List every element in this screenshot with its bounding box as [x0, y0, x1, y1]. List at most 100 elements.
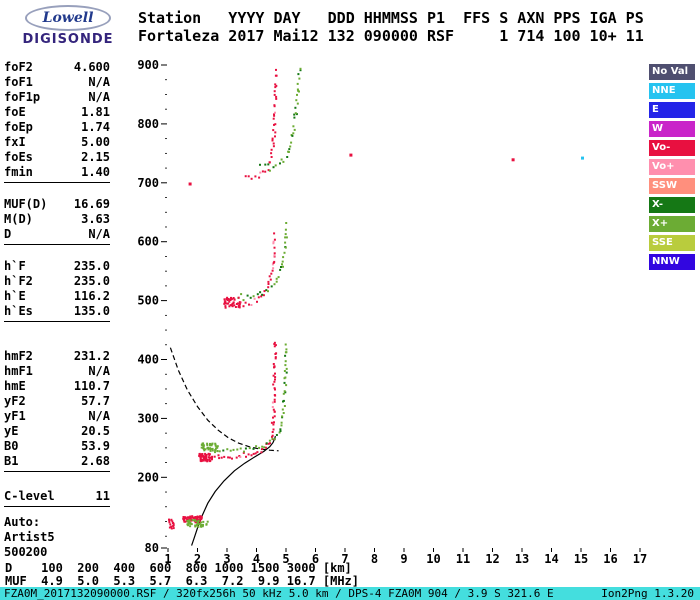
svg-text:2: 2 — [194, 552, 201, 566]
autoscaling-line: Artist5 — [4, 530, 55, 544]
param-label: MUF(D) — [4, 197, 48, 211]
legend-item-nne: NNE — [649, 83, 695, 99]
echo-classification-legend: No Val NNE E W Vo- Vo+ SSW X- X+ SSE NNW — [649, 64, 695, 273]
param-row: h`F 235.0 — [4, 259, 110, 274]
autoscaling-info: Auto: Artist5 500200 — [4, 515, 110, 560]
lowell-digisonde-logo: Lowell DIGISONDE — [8, 5, 128, 47]
param-row: fmin 1.40 — [4, 165, 110, 180]
param-value: N/A — [88, 364, 110, 378]
param-value: N/A — [88, 227, 110, 241]
svg-text:16: 16 — [603, 552, 617, 566]
param-label: B1 — [4, 454, 19, 468]
svg-text:6: 6 — [312, 552, 319, 566]
distance-row: D 100 200 400 600 800 1000 1500 3000 [km… — [5, 561, 352, 575]
status-program-version: Ion2Png 1.3.20 — [601, 587, 694, 600]
scaled-parameters-panel: foF2 4.600 foF1 N/A foF1p N/A foE 1.81 foEp 1.74 f… — [4, 60, 110, 560]
svg-text:500: 500 — [137, 294, 159, 308]
legend-item-x-: X+ — [649, 216, 695, 232]
param-label: h`Es — [4, 304, 33, 318]
param-value: 235.0 — [73, 259, 110, 273]
param-row: foF1 N/A — [4, 75, 110, 90]
param-label: M(D) — [4, 212, 33, 226]
param-label: foF2 — [4, 60, 33, 74]
header-field-values: Fortaleza 2017 Mai12 132 090000 RSF 1 71… — [138, 27, 644, 45]
legend-item-nnw: NNW — [649, 254, 695, 270]
param-label: D — [4, 227, 12, 241]
svg-text:12: 12 — [485, 552, 499, 566]
svg-text:200: 200 — [137, 470, 159, 484]
param-label: fxI — [4, 135, 26, 149]
param-row: h`E 116.2 — [4, 289, 110, 304]
param-label: foE — [4, 105, 26, 119]
param-label: foEs — [4, 150, 33, 164]
muf-row: MUF 4.9 5.0 5.3 5.7 6.3 7.2 9.9 16.7 [MH… — [5, 574, 360, 588]
param-label: B0 — [4, 439, 19, 453]
legend-item-vo-: Vo+ — [649, 159, 695, 175]
svg-text:800: 800 — [137, 117, 159, 131]
svg-text:13: 13 — [515, 552, 529, 566]
param-label: C-level — [4, 489, 55, 503]
param-row: D N/A — [4, 227, 110, 242]
param-value: 235.0 — [73, 274, 110, 288]
param-row: hmE 110.7 — [4, 379, 110, 394]
param-value: 2.68 — [81, 454, 110, 468]
autoscaling-line: 500200 — [4, 545, 48, 559]
param-row: B1 2.68 — [4, 454, 110, 469]
param-group: foF2 4.600 foF1 N/A foF1p N/A foE 1.81 foEp 1.74 f… — [4, 60, 110, 183]
param-label: h`F — [4, 259, 26, 273]
param-value: N/A — [88, 409, 110, 423]
legend-item-ssw: SSW — [649, 178, 695, 194]
param-label: hmF1 — [4, 364, 33, 378]
param-row: h`F2 235.0 — [4, 274, 110, 289]
param-group: hmF2 231.2 hmF1 N/A hmE 110.7 yF2 57.7 yF1 N/A yE 2… — [4, 349, 110, 472]
svg-text:700: 700 — [137, 176, 159, 190]
param-value: 11 — [95, 489, 110, 503]
param-row: foE 1.81 — [4, 105, 110, 120]
param-row: foF1p N/A — [4, 90, 110, 105]
param-label: hmF2 — [4, 349, 33, 363]
param-row: fxI 5.00 — [4, 135, 110, 150]
param-group: C-level 11 — [4, 489, 110, 507]
param-row: hmF1 N/A — [4, 364, 110, 379]
svg-text:600: 600 — [137, 235, 159, 249]
status-file-info: FZA0M_2017132090000.RSF / 320fx256h 50 k… — [4, 587, 554, 600]
legend-item-no-val: No Val — [649, 64, 695, 80]
param-row: foF2 4.600 — [4, 60, 110, 75]
header-field-names: Station YYYY DAY DDD HHMMSS P1 FFS S AXN… — [138, 9, 644, 27]
lowell-logo-text: Lowell — [42, 10, 94, 26]
param-value: 2.15 — [81, 150, 110, 164]
param-value: 5.00 — [81, 135, 110, 149]
param-value: 135.0 — [73, 304, 110, 318]
svg-text:4: 4 — [253, 552, 260, 566]
param-row: h`Es 135.0 — [4, 304, 110, 319]
status-bar: FZA0M_2017132090000.RSF / 320fx256h 50 k… — [0, 587, 700, 600]
param-row: foEs 2.15 — [4, 150, 110, 165]
echo-traces — [168, 67, 584, 530]
axes: 1 2 3 4 5 6 7 8 9 10 11 12 13 14 15 16 17802003004005006… — [137, 58, 647, 566]
param-value: 231.2 — [73, 349, 110, 363]
param-value: N/A — [88, 90, 110, 104]
param-label: foF1p — [4, 90, 41, 104]
param-row: hmF2 231.2 — [4, 349, 110, 364]
autoscaling-line: Auto: — [4, 515, 41, 529]
legend-item-e: E — [649, 102, 695, 118]
param-value: 53.9 — [81, 439, 110, 453]
svg-text:900: 900 — [137, 58, 159, 72]
svg-text:11: 11 — [456, 552, 470, 566]
legend-item-vo-: Vo- — [649, 140, 695, 156]
param-value: 20.5 — [81, 424, 110, 438]
svg-text:15: 15 — [574, 552, 588, 566]
param-value: N/A — [88, 75, 110, 89]
param-value: 16.69 — [73, 197, 110, 211]
param-value: 1.74 — [81, 120, 110, 134]
svg-text:80: 80 — [145, 541, 159, 555]
param-label: h`E — [4, 289, 26, 303]
legend-item-sse: SSE — [649, 235, 695, 251]
param-label: hmE — [4, 379, 26, 393]
param-label: yF1 — [4, 409, 26, 423]
svg-text:7: 7 — [341, 552, 348, 566]
param-row: yE 20.5 — [4, 424, 110, 439]
param-row: yF1 N/A — [4, 409, 110, 424]
param-label: foF1 — [4, 75, 33, 89]
svg-text:300: 300 — [137, 411, 159, 425]
